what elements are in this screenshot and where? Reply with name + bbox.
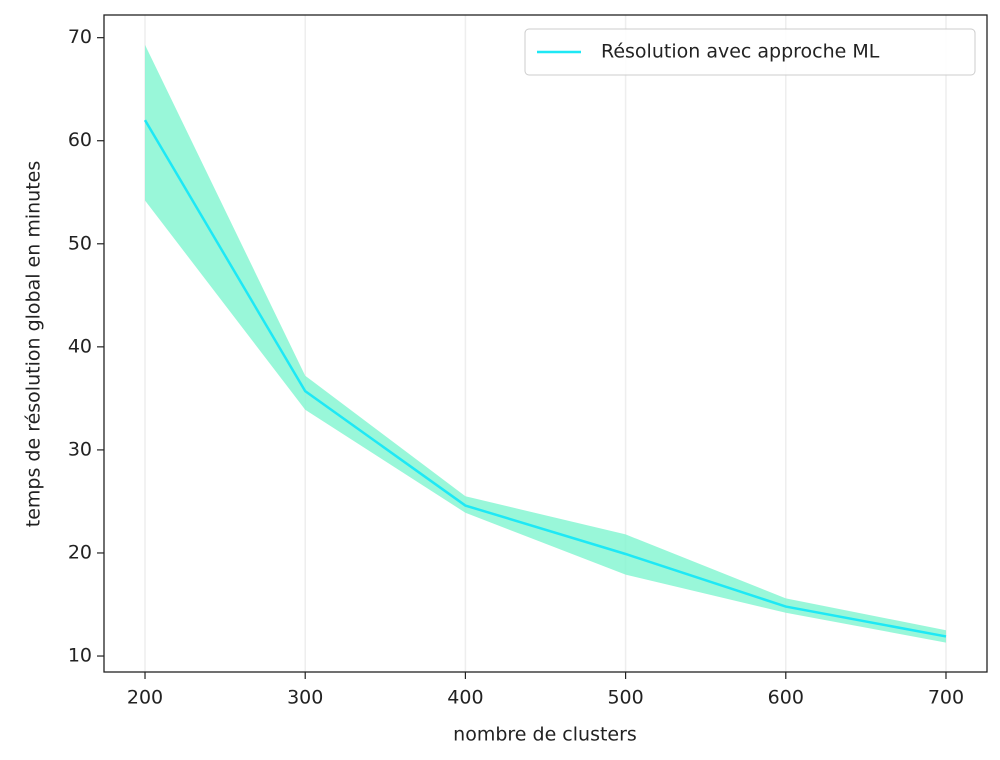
y-axis-label: temps de résolution global en minutes [23,161,45,527]
y-tick-label: 10 [68,645,92,667]
y-tick-label: 20 [68,541,92,563]
x-tick-label: 200 [127,687,163,709]
x-tick-label: 400 [447,687,483,709]
y-tick-label: 50 [68,232,92,254]
legend-box [524,28,976,76]
x-axis-label: nombre de clusters [453,724,637,746]
y-tick-label: 70 [68,26,92,48]
x-tick-label: 500 [607,687,643,709]
plot-frame [103,14,988,673]
x-tick-label: 600 [768,687,804,709]
confidence-band [145,44,946,643]
legend-label: Résolution avec approche ML [601,41,880,63]
x-tick-label: 700 [928,687,964,709]
y-tick-label: 30 [68,438,92,460]
y-tick-label: 60 [68,129,92,151]
y-tick-label: 40 [68,335,92,357]
line [143,119,947,638]
x-tick-label: 300 [287,687,323,709]
